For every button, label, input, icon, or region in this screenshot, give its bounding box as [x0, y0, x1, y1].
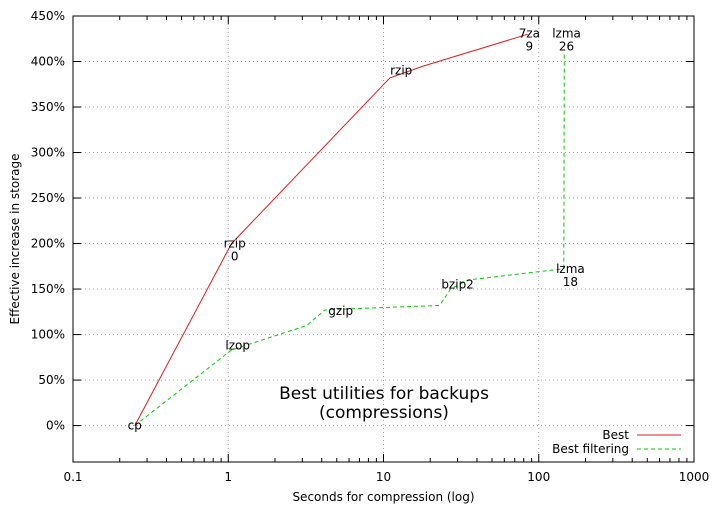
- axis-ticks: 0.1 1 10 100 1000 0% 50% 100% 150% 200% 250% 300% 35…: [31, 9, 710, 484]
- point-annotation: rzip: [390, 64, 412, 78]
- annotation-line: gzip: [328, 304, 353, 318]
- x-axis-label: Seconds for compression (log): [292, 490, 474, 504]
- annotation-line: bzip2: [441, 278, 474, 292]
- x-tick-label: 1: [224, 470, 232, 484]
- chart-title: Best utilities for backups (compressions): [279, 384, 489, 423]
- annotation-line: lzop: [225, 338, 250, 352]
- annotation-line: lzma: [556, 262, 585, 276]
- y-tick-label: 100%: [31, 328, 65, 342]
- annotation-line: 0: [231, 250, 239, 264]
- series: [134, 33, 565, 426]
- y-tick-label: 200%: [31, 237, 65, 251]
- y-tick-label: 250%: [31, 191, 65, 205]
- y-axis-label: Effective increase in storage: [8, 154, 22, 325]
- legend-entry-label: Best: [602, 428, 629, 442]
- annotation-line: 7za: [519, 26, 540, 40]
- point-annotation: lzop: [225, 338, 250, 352]
- annotation-line: cp: [128, 419, 142, 433]
- annotation-line: rzip: [390, 64, 412, 78]
- legend-entry-label: Best filtering: [552, 442, 629, 456]
- series-line-best-filtering: [134, 52, 565, 426]
- y-tick-label: 450%: [31, 9, 65, 23]
- y-tick-label: 50%: [38, 373, 65, 387]
- point-annotation: bzip2: [441, 278, 474, 292]
- point-annotation: lzma 26: [552, 26, 581, 53]
- title-line: (compressions): [319, 403, 449, 423]
- annotation-line: 26: [559, 39, 574, 53]
- y-tick-label: 0%: [46, 419, 65, 433]
- point-annotation: gzip: [328, 304, 353, 318]
- point-annotation: cp: [128, 419, 142, 433]
- point-annotation: lzma 18: [556, 262, 585, 289]
- annotation-line: lzma: [552, 26, 581, 40]
- point-annotation: 7za 9: [519, 26, 540, 53]
- series-line-best: [134, 33, 528, 426]
- point-annotation: rzip 0: [224, 237, 246, 264]
- x-tick-label: 1000: [679, 470, 710, 484]
- annotation-line: 18: [563, 275, 578, 289]
- title-line: Best utilities for backups: [279, 384, 489, 404]
- y-tick-label: 350%: [31, 100, 65, 114]
- x-tick-label: 10: [376, 470, 391, 484]
- y-tick-label: 400%: [31, 55, 65, 69]
- x-tick-label: 100: [527, 470, 550, 484]
- x-tick-label: 0.1: [63, 470, 82, 484]
- annotation-line: rzip: [224, 237, 246, 251]
- y-tick-label: 150%: [31, 282, 65, 296]
- y-tick-label: 300%: [31, 146, 65, 160]
- annotation-line: 9: [526, 39, 534, 53]
